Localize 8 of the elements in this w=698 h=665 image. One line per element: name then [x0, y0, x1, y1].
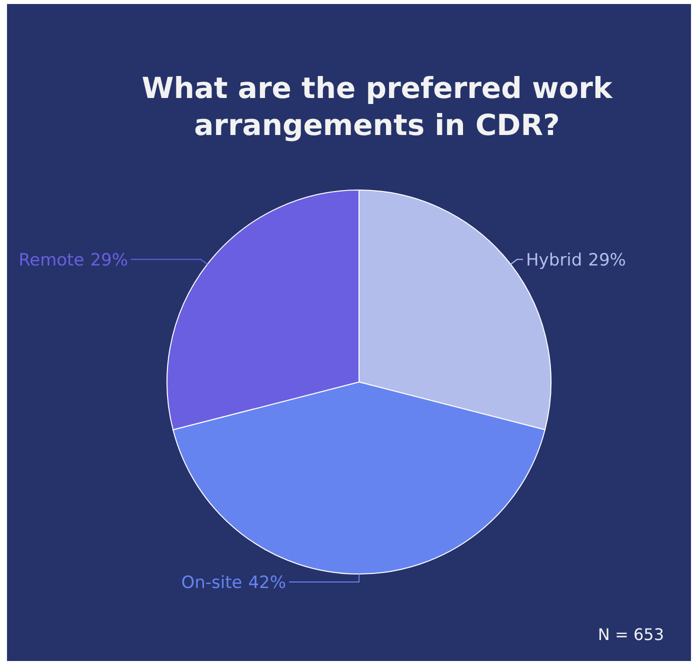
slice-label: Hybrid [526, 250, 582, 270]
slice-label: On-site [181, 572, 242, 593]
data-label: 42% [248, 572, 286, 593]
slice-label: Remote [18, 250, 84, 270]
data-label: 29% [588, 250, 626, 270]
text: N = 653 [598, 625, 664, 644]
data-label: 29% [90, 250, 128, 270]
chart-title: What are the preferred work arrangements in CDR? [142, 71, 613, 142]
